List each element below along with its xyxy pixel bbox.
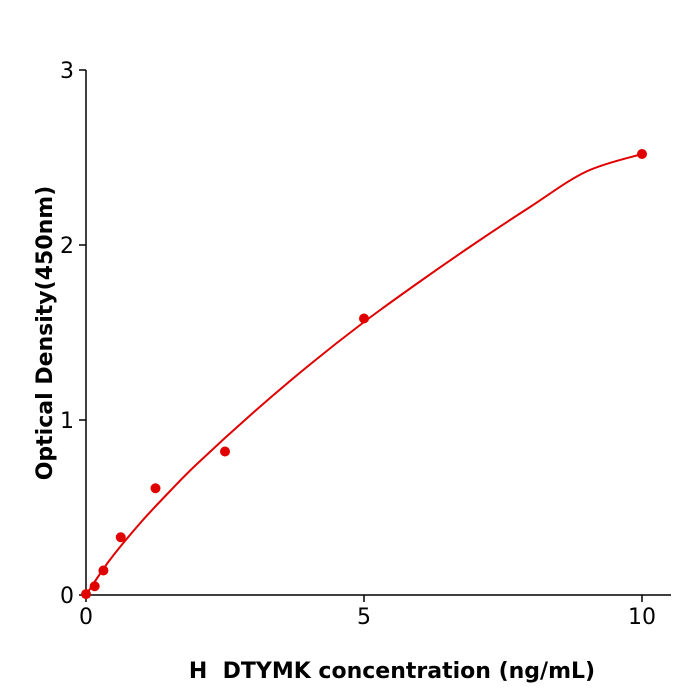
data-point bbox=[98, 565, 109, 576]
fit-curve bbox=[85, 153, 643, 596]
data-point bbox=[81, 589, 91, 600]
data-point bbox=[359, 313, 369, 324]
data-point bbox=[150, 483, 161, 494]
data-point bbox=[220, 446, 230, 457]
data-point bbox=[89, 581, 100, 592]
y-tick-label: 3 bbox=[60, 59, 74, 84]
y-axis-label: Optical Density(450nm) bbox=[33, 186, 58, 481]
y-tick-label: 0 bbox=[60, 584, 74, 609]
x-axis-label: H DTYMK concentration (ng/mL) bbox=[189, 659, 595, 684]
data-point bbox=[115, 532, 126, 543]
data-point bbox=[637, 149, 647, 159]
x-tick-label: 0 bbox=[79, 605, 93, 630]
y-tick-label: 1 bbox=[60, 409, 74, 434]
y-tick-label: 2 bbox=[60, 234, 74, 259]
x-tick-label: 5 bbox=[357, 605, 371, 630]
x-tick-label: 10 bbox=[628, 605, 656, 630]
axes bbox=[85, 70, 671, 596]
